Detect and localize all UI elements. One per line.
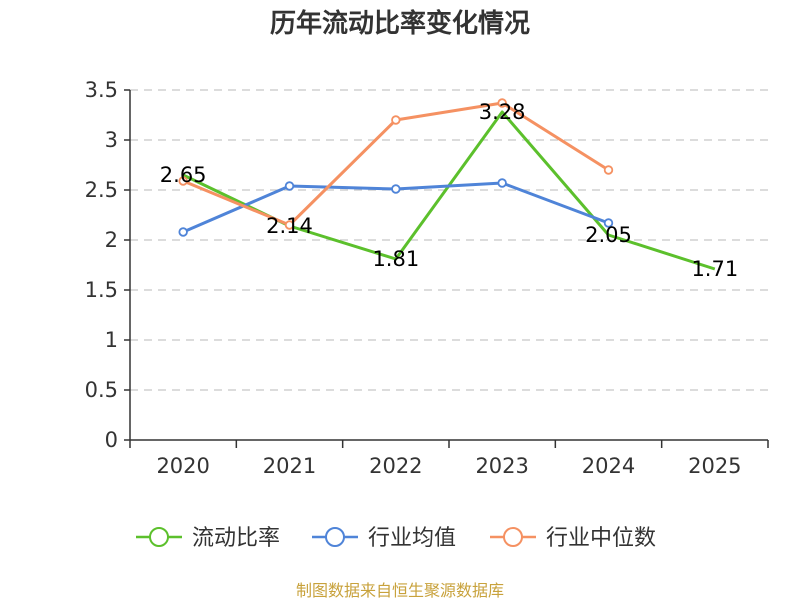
series-1-point-2024[interactable] <box>603 218 614 228</box>
y-tick-label-7: 3.5 <box>85 78 118 102</box>
y-tick-label-5: 2.5 <box>85 178 118 202</box>
x-tick-label-2024: 2024 <box>582 454 635 478</box>
legend: 流动比率 行业均值 行业中位数 <box>136 526 656 551</box>
series-2-point-2021[interactable] <box>284 220 295 230</box>
axes-layer: 0 0.5 1 1.5 2 2.5 3 3.5 2020 2021 2022 2023 2024 2025 <box>85 78 769 478</box>
chart-title: 历年流动比率变化情况 <box>270 8 530 39</box>
data-label-2025: 1.71 <box>691 257 738 281</box>
series-1-point-2021[interactable] <box>284 181 295 191</box>
series-1-point-2023[interactable] <box>497 178 507 188</box>
y-tick-label-6: 3 <box>105 128 118 152</box>
data-label-2020: 2.65 <box>160 163 207 187</box>
source-note: 制图数据来自恒生聚源数据库 <box>296 581 504 600</box>
y-tick-label-2: 1 <box>105 328 118 352</box>
x-tick-label-2020: 2020 <box>156 454 209 478</box>
y-tick-label-0: 0 <box>105 428 118 452</box>
y-tick-label-3: 1.5 <box>85 278 118 302</box>
legend-item-1[interactable]: 行业均值 <box>312 526 456 551</box>
series-1-point-2022[interactable] <box>391 184 401 194</box>
legend-marker-0 <box>149 527 169 547</box>
legend-label-1: 行业均值 <box>368 526 456 551</box>
data-label-2023: 3.28 <box>479 100 526 124</box>
legend-label-2: 行业中位数 <box>546 526 656 551</box>
series-layer <box>178 98 716 271</box>
data-label-2021: 2.14 <box>266 214 313 238</box>
legend-marker-1 <box>325 527 345 547</box>
y-tick-label-1: 0.5 <box>85 378 118 402</box>
legend-label-0: 流动比率 <box>192 526 280 551</box>
legend-marker-2 <box>503 527 523 547</box>
legend-item-2[interactable]: 行业中位数 <box>490 526 656 551</box>
x-tick-label-2021: 2021 <box>263 454 316 478</box>
data-label-2024: 2.05 <box>585 223 632 247</box>
data-label-2022: 1.81 <box>372 247 419 271</box>
x-tick-label-2023: 2023 <box>475 454 528 478</box>
legend-item-0[interactable]: 流动比率 <box>136 526 280 551</box>
x-tick-label-2022: 2022 <box>369 454 422 478</box>
series-2-point-2023[interactable] <box>497 98 507 108</box>
y-tick-label-4: 2 <box>105 228 118 252</box>
x-tick-label-2025: 2025 <box>688 454 741 478</box>
grid-layer <box>130 89 768 391</box>
series-2-point-2020[interactable] <box>178 176 188 186</box>
data-label-layer: 2.65 2.14 1.81 3.28 2.05 1.71 <box>160 100 738 281</box>
series-2-point-2024[interactable] <box>603 165 614 175</box>
series-2-point-2022[interactable] <box>391 115 401 125</box>
series-1-point-2020[interactable] <box>178 227 188 237</box>
